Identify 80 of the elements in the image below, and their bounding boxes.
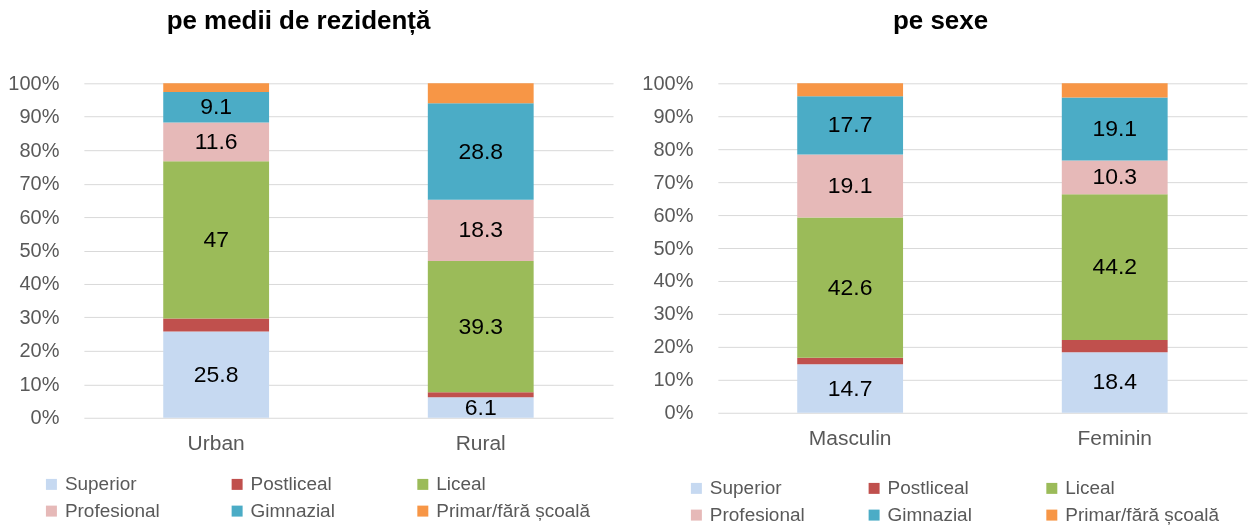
bar: [427, 103, 534, 200]
legend-label: Superior: [64, 473, 137, 495]
legend-label: Postliceal: [250, 473, 332, 495]
y-tick-label: 60%: [653, 203, 694, 226]
data-label: 11.6: [194, 127, 238, 154]
y-tick-label: 0%: [30, 406, 60, 429]
data-label: 19.1: [1092, 114, 1138, 141]
data-label: 42.6: [827, 273, 873, 300]
data-label: 44.2: [1092, 253, 1138, 280]
y-tick-label: 40%: [19, 272, 60, 295]
y-tick-label: 10%: [653, 368, 694, 391]
bar: [427, 260, 534, 393]
y-tick-label: 90%: [653, 104, 694, 127]
bar: [1061, 83, 1168, 98]
bar: [163, 318, 270, 332]
y-tick-label: 10%: [19, 372, 60, 395]
bar: [1061, 160, 1168, 195]
legend-label: Superior: [709, 477, 782, 499]
y-tick-label: 90%: [19, 105, 60, 128]
legend-label: Profesional: [709, 504, 805, 526]
bar: [427, 199, 534, 261]
y-tick-label: 20%: [653, 335, 694, 358]
y-tick-label: 0%: [664, 401, 694, 424]
data-label: 14.7: [827, 374, 873, 401]
bar: [163, 331, 270, 418]
data-label: 28.8: [458, 137, 504, 164]
data-label: 10.3: [1092, 163, 1138, 190]
bar: [163, 83, 270, 92]
y-tick-label: 20%: [19, 339, 60, 362]
bar: [163, 161, 270, 319]
x-tick-label: Rural: [455, 431, 506, 455]
x-tick-label: Feminin: [1077, 426, 1152, 450]
data-label: 18.4: [1092, 368, 1138, 395]
bar: [163, 122, 270, 162]
legend-label: Profesional: [64, 500, 160, 522]
legend-label: Primar/fără școală: [436, 500, 591, 522]
data-label: 18.3: [458, 216, 504, 243]
y-tick-label: 30%: [19, 305, 60, 328]
bar: [797, 357, 904, 365]
data-label: 17.7: [827, 111, 873, 138]
legend-label: Liceal: [1065, 477, 1115, 499]
y-tick-label: 80%: [653, 137, 694, 160]
legend-label: Gimnazial: [887, 504, 972, 526]
y-tick-label: 40%: [653, 269, 694, 292]
bar: [797, 96, 904, 155]
data-label: 19.1: [827, 171, 873, 198]
y-tick-label: 100%: [8, 71, 60, 94]
y-tick-label: 80%: [19, 138, 60, 161]
legend-label: Liceal: [436, 473, 486, 495]
legend-label: Primar/fără școală: [1065, 504, 1220, 526]
y-tick-label: 70%: [653, 170, 694, 193]
bar: [797, 364, 904, 413]
x-tick-label: Masculin: [808, 426, 892, 450]
bar: [163, 91, 270, 123]
bar: [1061, 339, 1168, 353]
bar: [797, 83, 904, 97]
data-label: 39.3: [458, 312, 504, 339]
bar: [797, 154, 904, 218]
y-tick-label: 70%: [19, 172, 60, 195]
y-tick-label: 50%: [19, 239, 60, 262]
y-tick-label: 50%: [653, 236, 694, 259]
bar: [1061, 97, 1168, 161]
bar: [797, 217, 904, 358]
legend-label: Postliceal: [887, 477, 969, 499]
data-label: 47: [203, 225, 229, 252]
bar: [427, 392, 534, 398]
y-tick-label: 100%: [642, 71, 694, 94]
bar: [427, 83, 534, 104]
chart-title: pe sexe: [892, 6, 989, 35]
bar: [1061, 352, 1168, 413]
data-label: 6.1: [464, 393, 497, 420]
data-label: 9.1: [200, 93, 233, 120]
bar: [1061, 194, 1168, 340]
y-tick-label: 60%: [19, 205, 60, 228]
y-tick-label: 30%: [653, 302, 694, 325]
data-label: 25.8: [193, 360, 239, 387]
bar: [427, 397, 534, 418]
legend-label: Gimnazial: [250, 500, 335, 522]
x-tick-label: Urban: [187, 431, 245, 455]
chart-title: pe medii de rezidență: [166, 6, 431, 36]
